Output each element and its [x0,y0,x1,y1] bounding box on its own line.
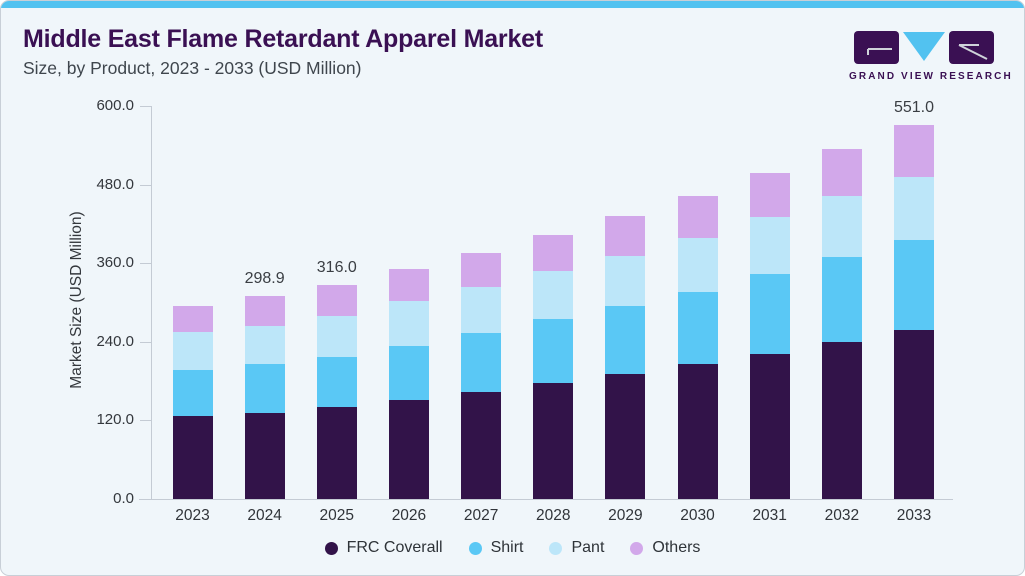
x-axis-label-2030: 2030 [680,507,715,524]
x-axis-label-2024: 2024 [247,507,282,524]
legend-label-shirt: Shirt [490,539,524,556]
logo-glyph-blocks [849,31,999,67]
bar-total-label-2024: 298.9 [244,270,285,288]
legend-dot-frc-coverall-icon [324,541,338,555]
legend-label-frc-coverall: FRC Coverall [346,539,443,556]
bar-segment-frc-coverall-2027[interactable] [461,392,502,499]
bar-segment-frc-coverall-2033[interactable] [894,330,934,499]
bar-segment-pant-2031[interactable] [749,217,790,274]
logo-g-glyph [867,48,892,55]
bar-segment-shirt-2033[interactable] [894,239,934,331]
legend-dot-shirt-icon [468,541,482,555]
bar-segment-pant-2028[interactable] [533,270,574,319]
logo-wordmark: GRAND VIEW RESEARCH [849,71,1013,82]
bar-segment-others-2033[interactable] [894,125,934,177]
logo-g-block-icon [854,31,899,64]
bar-segment-frc-coverall-2029[interactable] [605,374,646,499]
bar-total-label-2025: 316.0 [316,258,357,276]
bar-segment-frc-coverall-2028[interactable] [533,383,574,499]
bar-segment-others-2032[interactable] [821,149,862,197]
y-axis-tick-label-360.0: 360.0 [96,254,134,272]
bar-segment-others-2028[interactable] [533,235,574,271]
bar-segment-others-2030[interactable] [677,195,718,239]
bar-segment-pant-2024[interactable] [244,325,285,364]
bar-segment-frc-coverall-2032[interactable] [821,342,862,499]
accent-top-strip [1,1,1024,8]
bar-segment-others-2029[interactable] [605,215,646,257]
y-axis-tick-mark [140,341,151,343]
bar-segment-others-2031[interactable] [749,173,790,218]
bar-segment-frc-coverall-2025[interactable] [316,406,357,499]
bar-segment-pant-2030[interactable] [677,238,718,292]
bar-segment-frc-coverall-2030[interactable] [677,364,718,499]
page-subtitle: Size, by Product, 2023 - 2033 (USD Milli… [23,58,362,78]
bar-segment-pant-2026[interactable] [388,301,429,346]
bar-segment-shirt-2032[interactable] [821,257,862,343]
x-axis-label-2031: 2031 [752,507,787,524]
x-axis-label-2026: 2026 [391,507,427,524]
y-axis-tick-mark [140,263,151,265]
bar-segment-shirt-2027[interactable] [461,333,502,392]
bar-segment-shirt-2025[interactable] [316,356,357,407]
bar-total-label-2033: 551.0 [893,99,935,117]
chart-legend: FRC Coverall Shirt Pant Others [1,539,1024,557]
bar-segment-pant-2027[interactable] [461,287,502,334]
bar-segment-frc-coverall-2031[interactable] [749,354,790,499]
logo-v-triangle-icon [903,32,945,61]
x-axis-label-2032: 2032 [824,507,860,524]
legend-item-shirt[interactable]: Shirt [468,539,524,557]
bar-segment-shirt-2029[interactable] [605,306,646,375]
bar-segment-frc-coverall-2026[interactable] [388,400,429,499]
legend-item-pant[interactable]: Pant [549,539,604,557]
bar-segment-pant-2033[interactable] [894,176,934,240]
x-axis-label-2027: 2027 [463,507,499,524]
bar-segment-frc-coverall-2023[interactable] [172,416,213,499]
logo-r-block-icon [949,31,994,64]
bar-segment-shirt-2024[interactable] [244,363,285,413]
legend-label-others: Others [652,539,701,556]
x-axis-label-2033: 2033 [896,507,932,524]
bar-segment-shirt-2023[interactable] [172,370,213,417]
bar-segment-others-2024[interactable] [244,296,285,326]
bar-segment-frc-coverall-2024[interactable] [244,412,285,499]
legend-item-others[interactable]: Others [630,539,700,557]
bar-segment-shirt-2026[interactable] [388,345,429,400]
y-axis-tick-label-0.0: 0.0 [113,490,134,507]
bar-segment-others-2025[interactable] [316,284,357,316]
bar-segment-shirt-2031[interactable] [749,274,790,354]
y-axis-tick-label-480.0: 480.0 [96,175,134,193]
y-axis-tick-mark [140,184,151,186]
bar-segment-pant-2025[interactable] [316,316,357,357]
y-axis-title: Market Size (USD Million) [68,211,85,389]
legend-item-frc-coverall[interactable]: FRC Coverall [324,539,443,557]
bar-segment-pant-2032[interactable] [821,196,862,258]
x-axis-label-2023: 2023 [175,507,210,524]
y-axis-tick-label-240.0: 240.0 [96,332,134,350]
logo-r-glyph [958,44,988,60]
page-title: Middle East Flame Retardant Apparel Mark… [23,25,543,53]
bar-segment-others-2026[interactable] [388,268,429,302]
y-axis-tick-mark [140,106,151,107]
bar-segment-pant-2029[interactable] [605,256,646,307]
x-axis-label-2025: 2025 [319,507,355,524]
y-axis-line [151,106,152,499]
legend-label-pant: Pant [571,539,605,556]
y-axis-tick-mark [140,420,151,422]
bar-segment-pant-2023[interactable] [172,332,213,371]
legend-dot-others-icon [630,541,644,555]
legend-dot-pant-icon [549,541,563,555]
x-axis-line [139,499,953,500]
y-axis-tick-label-120.0: 120.0 [96,411,134,429]
bar-segment-others-2027[interactable] [461,252,502,288]
bar-segment-shirt-2030[interactable] [677,291,718,365]
y-axis-tick-label-600.0: 600.0 [96,97,134,114]
x-axis-label-2029: 2029 [608,507,643,524]
grand-view-research-logo: GRAND VIEW RESEARCH [849,31,1013,82]
x-axis-label-2028: 2028 [536,507,571,524]
bar-segment-shirt-2028[interactable] [533,318,574,384]
bar-segment-others-2023[interactable] [172,305,213,333]
